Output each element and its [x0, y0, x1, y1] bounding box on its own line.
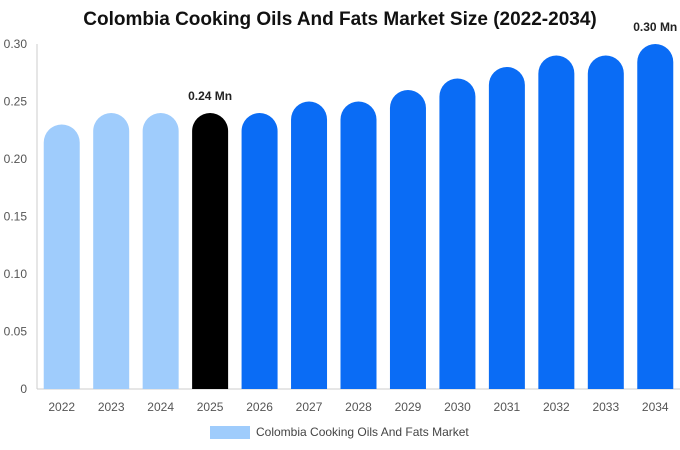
y-tick-label: 0.10	[4, 267, 28, 281]
chart-title: Colombia Cooking Oils And Fats Market Si…	[83, 9, 597, 30]
x-tick-label: 2031	[494, 400, 521, 414]
bar-2024	[142, 113, 179, 389]
x-tick-label: 2030	[444, 400, 471, 414]
bar-2027	[291, 101, 328, 389]
bar-2033	[587, 55, 624, 390]
y-tick-label: 0.30	[4, 37, 28, 51]
bar-2034	[637, 44, 674, 389]
x-tick-label: 2023	[98, 400, 125, 414]
x-tick-label: 2034	[642, 400, 669, 414]
data-label-2034: 0.30 Mn	[633, 20, 677, 34]
x-tick-label: 2032	[543, 400, 570, 414]
chart-labels: 2022 2023 2024 2025 2026 2027 2028 2029 2030 2031…	[48, 20, 677, 414]
y-tick-label: 0	[20, 382, 27, 396]
legend-label: Colombia Cooking Oils And Fats Market	[256, 425, 469, 439]
data-label-2025: 0.24 Mn	[188, 89, 232, 103]
x-tick-label: 2022	[48, 400, 75, 414]
bar-2022	[43, 124, 80, 389]
chart-bars	[43, 44, 674, 390]
bar-2031	[488, 66, 525, 389]
chart-legend: Colombia Cooking Oils And Fats Market	[210, 425, 469, 439]
bar-2025	[192, 113, 229, 389]
x-tick-label: 2029	[395, 400, 422, 414]
bar-2023	[93, 113, 130, 389]
y-tick-label: 0.25	[4, 95, 28, 109]
y-tick-label: 0.15	[4, 210, 28, 224]
bar-2026	[241, 112, 278, 389]
x-tick-label: 2028	[345, 400, 372, 414]
legend-swatch	[210, 425, 250, 439]
bar-2032	[538, 55, 575, 390]
x-tick-label: 2033	[592, 400, 619, 414]
bar-2029	[389, 90, 426, 389]
bar-2030	[439, 78, 476, 389]
x-tick-label: 2026	[246, 400, 273, 414]
x-tick-label: 2027	[296, 400, 323, 414]
y-tick-label: 0.05	[4, 325, 28, 339]
y-tick-label: 0.20	[4, 152, 28, 166]
bar-2028	[340, 101, 377, 389]
x-tick-label: 2024	[147, 400, 174, 414]
x-tick-label: 2025	[197, 400, 224, 414]
